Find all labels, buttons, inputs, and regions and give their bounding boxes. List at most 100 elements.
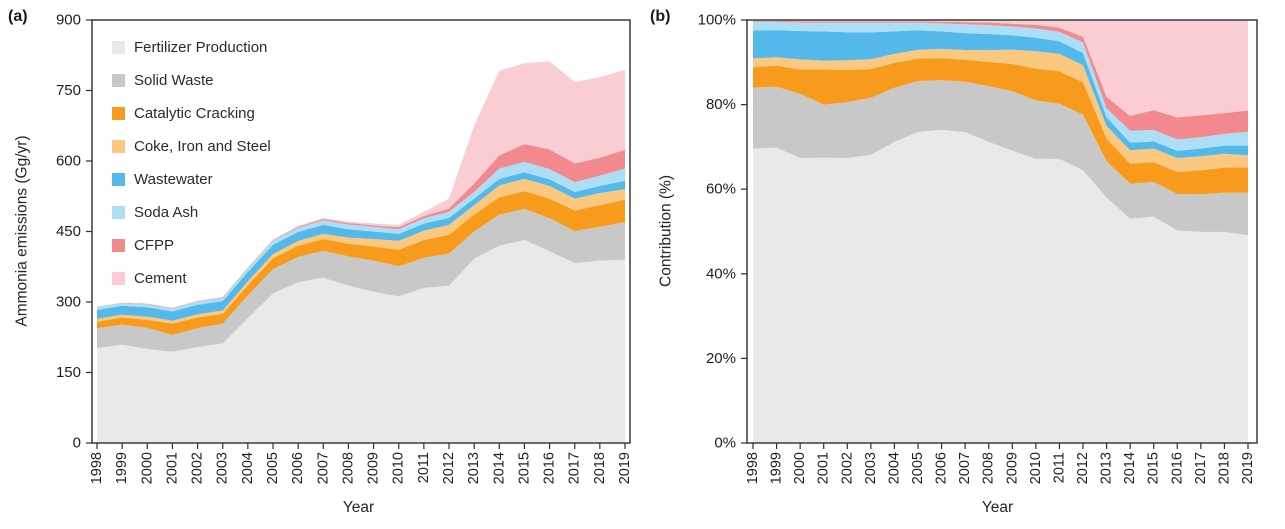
x-tick-label: 2016 [1169, 452, 1185, 484]
y-tick-label: 450 [56, 223, 81, 240]
legend-item-coke-iron-and-steel: Coke, Iron and Steel [112, 130, 271, 163]
y-axis-title-emissions: Ammonia emissions (Gg/yr) [13, 135, 31, 327]
x-tick-label: 2000 [792, 452, 808, 484]
legend-label: Fertilizer Production [134, 39, 268, 56]
x-tick-label: 2015 [1146, 452, 1162, 484]
x-tick-label: 2019 [617, 452, 633, 484]
x-tick-label: 2011 [416, 452, 432, 483]
x-tick-label: 2004 [240, 452, 256, 484]
legend-swatch [112, 74, 125, 87]
x-tick-label: 2012 [441, 452, 457, 484]
area-catalytic-cracking [97, 191, 625, 335]
legend-label: Coke, Iron and Steel [134, 138, 271, 155]
x-tick-label: 2005 [910, 452, 926, 484]
y-tick-label: 600 [56, 153, 81, 170]
x-tick-label: 1999 [114, 452, 130, 484]
x-tick-label: 2003 [863, 452, 879, 484]
x-tick-label: 2009 [1004, 452, 1020, 484]
x-tick-label: 2007 [957, 452, 973, 484]
x-tick-label: 2011 [1051, 452, 1067, 483]
legend-swatch [112, 41, 125, 54]
legend-item-cfpp: CFPP [112, 229, 271, 262]
y-tick-label: 750 [56, 82, 81, 99]
y-tick-label: 80% [706, 96, 736, 113]
x-tick-label: 2014 [1122, 452, 1138, 484]
area-cement [97, 61, 625, 309]
legend-item-cement: Cement [112, 262, 271, 295]
legend-label: Soda Ash [134, 204, 199, 221]
x-tick-label: 2006 [290, 452, 306, 484]
area-solid-waste [753, 80, 1248, 236]
y-tick-label: 100% [698, 12, 736, 29]
x-tick-label: 2017 [1193, 452, 1209, 484]
legend-swatch [112, 206, 125, 219]
x-tick-label: 2018 [1216, 452, 1232, 484]
x-tick-label: 2015 [516, 452, 532, 484]
x-tick-label: 1999 [769, 452, 785, 484]
legend-item-fertilizer-production: Fertilizer Production [112, 31, 271, 64]
x-tick-label: 2010 [391, 452, 407, 484]
area-cement [753, 20, 1248, 118]
x-tick-label: 2019 [1240, 452, 1256, 484]
x-tick-label: 2016 [542, 452, 558, 484]
x-tick-label: 2004 [886, 452, 902, 484]
y-tick-label: 300 [56, 294, 81, 311]
area-wastewater [753, 30, 1248, 159]
x-tick-label: 2002 [839, 452, 855, 484]
x-tick-label: 2002 [190, 452, 206, 484]
y-tick-label: 150 [56, 364, 81, 381]
x-tick-label: 2007 [315, 452, 331, 484]
y-tick-label: 20% [706, 350, 736, 367]
legend-label: Wastewater [134, 171, 213, 188]
legend-label: Solid Waste [134, 72, 214, 89]
legend: Fertilizer Production Solid Waste Catalyti… [112, 31, 271, 295]
x-tick-label: 2008 [340, 452, 356, 484]
axis-frame-b [746, 19, 1258, 444]
x-tick-label: 2014 [491, 452, 507, 484]
x-tick-label: 2013 [466, 452, 482, 484]
panel-b-label: (b) [650, 8, 671, 25]
legend-swatch [112, 140, 125, 153]
x-tick-label: 2017 [567, 452, 583, 484]
x-tick-label: 2003 [215, 452, 231, 484]
y-axis-title-contribution: Contribution (%) [657, 175, 675, 287]
legend-swatch [112, 239, 125, 252]
x-tick-label: 2001 [816, 452, 832, 484]
x-tick-label: 2009 [366, 452, 382, 484]
area-fertilizer-production [753, 129, 1248, 443]
y-tick-label: 60% [706, 181, 736, 198]
area-cfpp [753, 20, 1248, 140]
legend-item-soda-ash: Soda Ash [112, 196, 271, 229]
x-axis-title-year-b: Year [981, 499, 1014, 516]
area-fertilizer-production [97, 240, 625, 443]
x-tick-label: 2010 [1028, 452, 1044, 484]
x-tick-label: 2008 [981, 452, 997, 484]
panel-a-label: (a) [8, 8, 28, 25]
legend-swatch [112, 272, 125, 285]
x-tick-label: 1998 [89, 452, 105, 484]
legend-label: Cement [134, 270, 187, 287]
x-tick-label: 2001 [164, 452, 180, 484]
legend-swatch [112, 107, 125, 120]
area-soda-ash [753, 21, 1248, 151]
legend-item-catalytic-cracking: Catalytic Cracking [112, 97, 271, 130]
x-tick-label: 2000 [139, 452, 155, 484]
y-tick-label: 40% [706, 265, 736, 282]
x-tick-label: 2012 [1075, 452, 1091, 484]
y-tick-label: 900 [56, 12, 81, 29]
x-tick-label: 1998 [745, 452, 761, 484]
legend-item-solid-waste: Solid Waste [112, 64, 271, 97]
legend-item-wastewater: Wastewater [112, 163, 271, 196]
legend-label: CFPP [134, 237, 175, 254]
x-tick-label: 2005 [265, 452, 281, 484]
area-coke-iron-and-steel [753, 48, 1248, 172]
legend-label: Catalytic Cracking [134, 105, 255, 122]
x-tick-label: 2013 [1099, 452, 1115, 484]
y-tick-label: 0% [714, 435, 736, 452]
area-solid-waste [97, 208, 625, 352]
y-tick-label: 0 [73, 435, 81, 452]
x-axis-title-year-a: Year [342, 499, 375, 516]
x-tick-label: 2018 [592, 452, 608, 484]
